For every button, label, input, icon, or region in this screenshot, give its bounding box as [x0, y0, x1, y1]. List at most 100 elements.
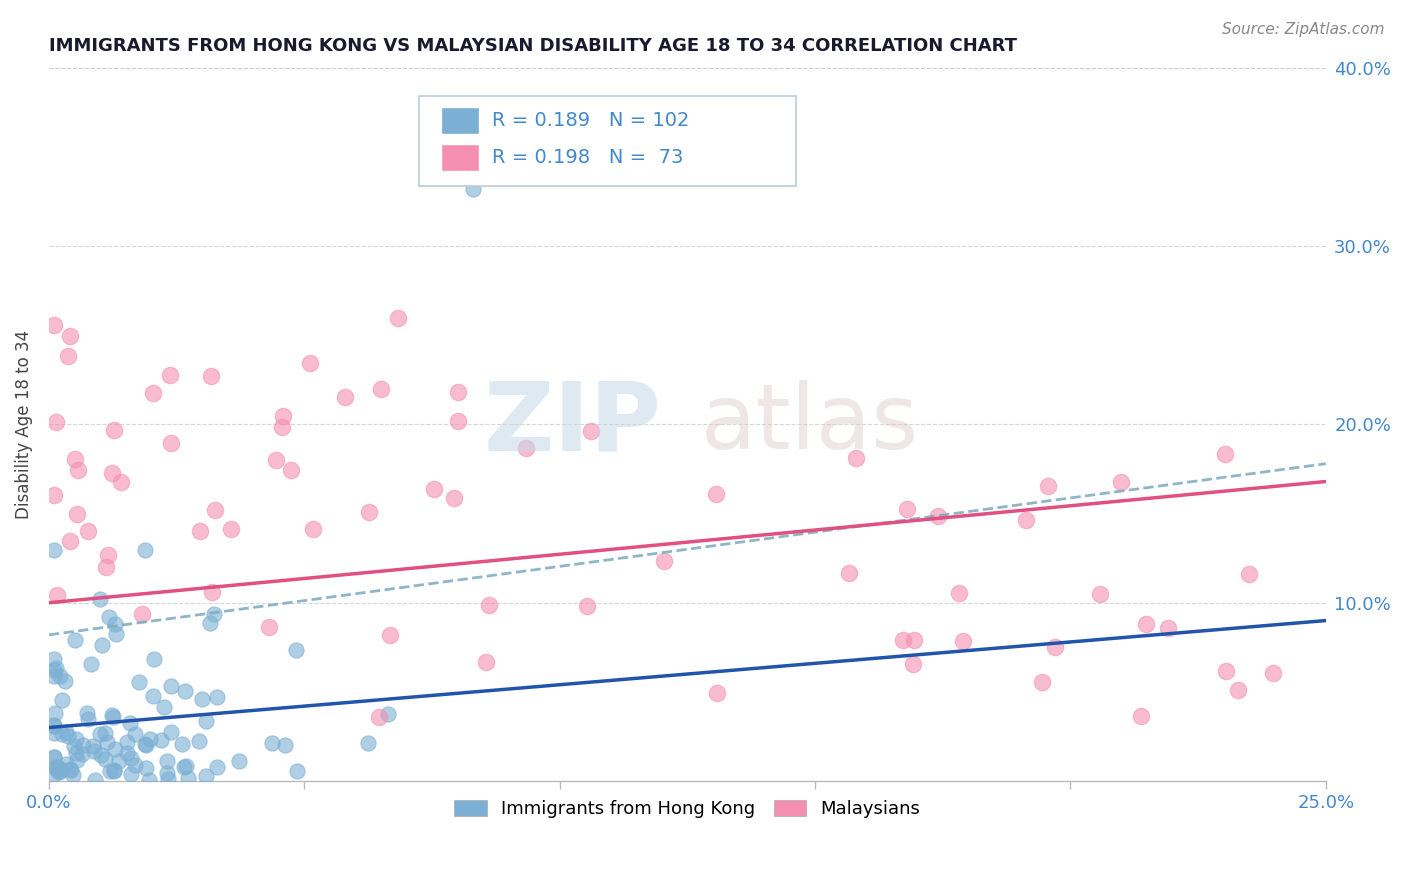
Point	[63, 739, 86, 753]
Point	[903, 632, 925, 647]
Point	[1015, 513, 1038, 527]
Point	[204, 503, 226, 517]
Point	[173, 760, 195, 774]
Point	[131, 607, 153, 621]
Point	[42, 726, 65, 740]
Point	[159, 680, 181, 694]
Point	[128, 674, 150, 689]
Point	[62, 768, 84, 782]
Point	[194, 714, 217, 728]
Point	[177, 771, 200, 785]
Point	[205, 759, 228, 773]
Point	[76, 706, 98, 721]
Point	[135, 739, 157, 753]
Point	[134, 737, 156, 751]
Point	[101, 707, 124, 722]
Point	[1263, 666, 1285, 681]
Point	[89, 727, 111, 741]
Point	[149, 732, 172, 747]
Point	[274, 738, 297, 752]
FancyBboxPatch shape	[441, 145, 479, 171]
Point	[446, 384, 468, 399]
Point	[576, 599, 599, 614]
Point	[110, 475, 132, 489]
Point	[205, 690, 228, 705]
Point	[202, 607, 225, 621]
Point	[124, 727, 146, 741]
Point	[48, 669, 70, 683]
Point	[44, 706, 66, 720]
Point	[891, 633, 914, 648]
Point	[107, 754, 129, 768]
Point	[101, 466, 124, 480]
Point	[1215, 664, 1237, 678]
Point	[59, 762, 82, 776]
Point	[96, 735, 118, 749]
Point	[581, 424, 603, 438]
Point	[356, 736, 378, 750]
Point	[301, 522, 323, 536]
Point	[1129, 709, 1152, 723]
Point	[706, 685, 728, 699]
Point	[76, 712, 98, 726]
Point	[1157, 621, 1180, 635]
Point	[1227, 682, 1250, 697]
Point	[1031, 674, 1053, 689]
Point	[63, 451, 86, 466]
Point	[948, 586, 970, 600]
Point	[66, 753, 89, 767]
Legend: Immigrants from Hong Kong, Malaysians: Immigrants from Hong Kong, Malaysians	[447, 793, 928, 825]
Point	[103, 710, 125, 724]
Text: ZIP: ZIP	[484, 378, 662, 471]
Point	[44, 663, 66, 677]
Point	[100, 764, 122, 779]
Point	[142, 652, 165, 666]
Point	[170, 737, 193, 751]
Point	[65, 632, 87, 647]
Point	[461, 182, 484, 196]
Point	[94, 752, 117, 766]
Point	[422, 482, 444, 496]
Point	[903, 657, 925, 671]
Point	[84, 773, 107, 788]
Point	[118, 716, 141, 731]
Point	[97, 548, 120, 562]
Point	[271, 419, 294, 434]
Point	[299, 356, 322, 370]
Point	[104, 627, 127, 641]
Text: R = 0.189   N = 102: R = 0.189 N = 102	[492, 111, 689, 129]
Point	[45, 762, 67, 776]
Point	[120, 767, 142, 781]
Point	[357, 505, 380, 519]
Point	[65, 746, 87, 760]
Text: atlas: atlas	[700, 381, 918, 468]
Point	[42, 542, 65, 557]
Point	[94, 560, 117, 574]
Point	[89, 592, 111, 607]
Point	[120, 751, 142, 765]
Point	[1036, 479, 1059, 493]
Point	[117, 746, 139, 760]
Point	[153, 699, 176, 714]
Point	[83, 744, 105, 758]
Point	[90, 638, 112, 652]
Point	[42, 766, 65, 780]
Point	[838, 566, 860, 580]
Point	[262, 736, 284, 750]
Point	[42, 488, 65, 502]
FancyBboxPatch shape	[441, 107, 479, 135]
Point	[45, 416, 67, 430]
Point	[104, 617, 127, 632]
Point	[200, 368, 222, 383]
Point	[142, 386, 165, 401]
Point	[77, 524, 100, 538]
Point	[160, 725, 183, 739]
Point	[159, 368, 181, 382]
Point	[201, 585, 224, 599]
Point	[446, 414, 468, 428]
Point	[896, 501, 918, 516]
Point	[53, 673, 76, 688]
Point	[138, 773, 160, 788]
Point	[1135, 616, 1157, 631]
Point	[79, 657, 101, 671]
